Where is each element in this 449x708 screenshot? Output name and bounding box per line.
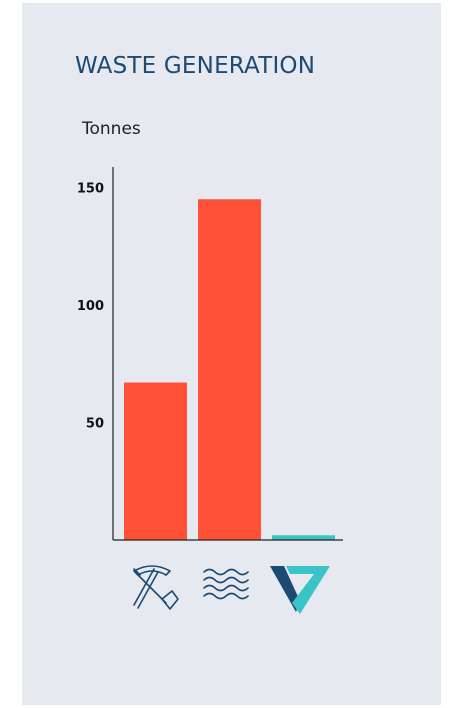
bar-1 — [124, 382, 187, 540]
water-waves-icon — [203, 568, 249, 600]
chart-title: WASTE GENERATION — [75, 53, 316, 79]
bar-3 — [272, 535, 335, 540]
pickaxe-shovel-icon — [133, 565, 179, 610]
y-tick-label: 100 — [77, 299, 104, 314]
y-tick-label: 50 — [86, 417, 104, 432]
y-tick-label: 150 — [77, 182, 104, 197]
bars — [124, 199, 335, 540]
y-axis-unit-label: Tonnes — [82, 119, 141, 139]
y-axis-ticks: 50 100 150 — [77, 182, 104, 432]
v7-logo-icon — [270, 566, 330, 614]
bar-2 — [198, 199, 261, 540]
